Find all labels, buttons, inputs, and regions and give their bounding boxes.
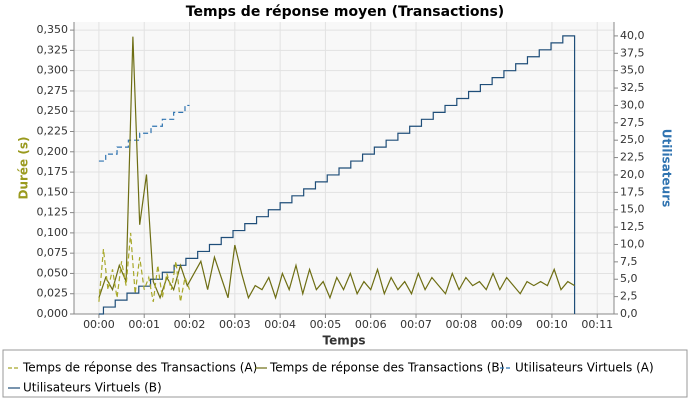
x-tick-label: 00:09	[491, 318, 523, 331]
x-tick-label: 00:08	[445, 318, 477, 331]
series-line	[98, 36, 575, 300]
y2-axis-label: Utilisateurs	[660, 129, 674, 208]
x-tick-label: 00:06	[355, 318, 387, 331]
y-tick-label: 0,350	[37, 23, 69, 36]
y2-tick-label: 20,0	[620, 168, 645, 181]
x-tick-label: 00:11	[581, 318, 613, 331]
y2-tick-label: 40,0	[620, 29, 645, 42]
y2-tick-label: 15,0	[620, 203, 645, 216]
y-tick-label: 0,150	[37, 185, 69, 198]
y-tick-label: 0,225	[37, 125, 69, 138]
y2-tick-label: 35,0	[620, 64, 645, 77]
series-line	[98, 104, 190, 162]
y-tick-label: 0,250	[37, 104, 69, 117]
y-tick-label: 0,275	[37, 84, 69, 97]
y2-tick-label: 30,0	[620, 98, 645, 111]
y-tick-label: 0,025	[37, 287, 69, 300]
legend-label: Utilisateurs Virtuels (A)	[515, 361, 654, 375]
y2-tick-label: 7,5	[620, 255, 638, 268]
x-tick-label: 00:03	[219, 318, 251, 331]
y-tick-label: 0,300	[37, 64, 69, 77]
y-tick-label: 0,050	[37, 266, 69, 279]
chart-title: Temps de réponse moyen (Transactions)	[186, 4, 504, 20]
legend-label: Temps de réponse des Transactions (B)	[269, 361, 504, 375]
y-tick-label: 0,000	[37, 307, 69, 320]
legend-label: Utilisateurs Virtuels (B)	[23, 381, 162, 395]
y2-tick-label: 10,0	[620, 237, 645, 250]
x-tick-label: 00:01	[128, 318, 160, 331]
x-axis-label: Temps	[323, 334, 366, 348]
y2-tick-label: 32,5	[620, 81, 645, 94]
y-tick-label: 0,200	[37, 145, 69, 158]
y-tick-label: 0,175	[37, 165, 69, 178]
y2-tick-label: 0,0	[620, 307, 638, 320]
x-tick-label: 00:07	[400, 318, 432, 331]
x-tick-label: 00:10	[536, 318, 568, 331]
x-tick-label: 00:02	[174, 318, 206, 331]
y2-tick-label: 12,5	[620, 220, 645, 233]
x-tick-label: 00:00	[83, 318, 115, 331]
y-tick-label: 0,075	[37, 246, 69, 259]
y-tick-label: 0,125	[37, 206, 69, 219]
x-tick-label: 00:04	[264, 318, 296, 331]
y2-tick-label: 17,5	[620, 185, 645, 198]
y2-tick-label: 25,0	[620, 133, 645, 146]
series-line	[98, 232, 191, 302]
y2-tick-label: 2,5	[620, 290, 638, 303]
y-tick-label: 0,100	[37, 226, 69, 239]
y2-tick-label: 27,5	[620, 116, 645, 129]
y-tick-label: 0,325	[37, 43, 69, 56]
series-line	[98, 35, 576, 315]
x-tick-label: 00:05	[310, 318, 342, 331]
legend-label: Temps de réponse des Transactions (A)	[22, 361, 257, 375]
y2-tick-label: 22,5	[620, 151, 645, 164]
legend-box	[2, 349, 688, 398]
y2-tick-label: 5,0	[620, 272, 638, 285]
y-axis-label: Durée (s)	[17, 137, 31, 200]
y2-tick-label: 37,5	[620, 46, 645, 59]
